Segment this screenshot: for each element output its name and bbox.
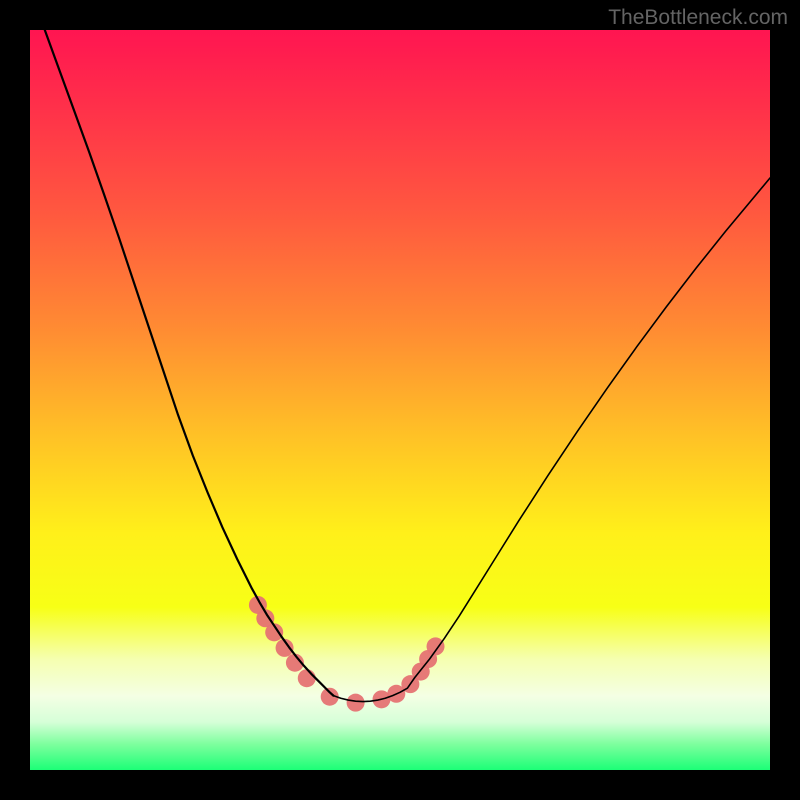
watermark-text: TheBottleneck.com: [608, 6, 788, 30]
chart-svg: [30, 30, 770, 770]
gradient-background: [30, 30, 770, 770]
marker-point: [298, 669, 316, 687]
marker-point: [427, 637, 445, 655]
chart-container: TheBottleneck.com: [0, 0, 800, 800]
plot-area: [30, 30, 770, 770]
marker-point: [347, 694, 365, 712]
